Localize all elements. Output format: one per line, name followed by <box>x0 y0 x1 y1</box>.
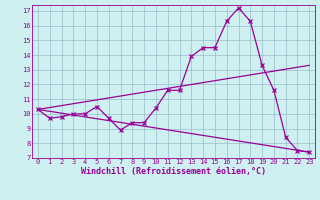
X-axis label: Windchill (Refroidissement éolien,°C): Windchill (Refroidissement éolien,°C) <box>81 167 266 176</box>
